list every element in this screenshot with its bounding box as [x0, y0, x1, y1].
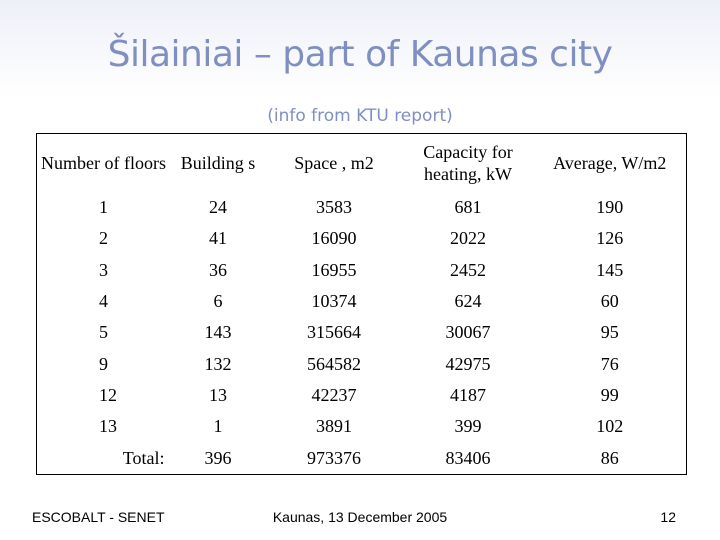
header-average: Average, W/m2: [553, 153, 667, 173]
cell-average: 126: [596, 228, 624, 249]
cell-floors: 12: [99, 385, 117, 406]
cell-capacity: 4187: [450, 385, 486, 406]
footer-project-name: ESCOBALT - SENET: [32, 509, 165, 525]
cell-space: 564582: [307, 353, 361, 374]
cell-capacity: 2022: [450, 228, 486, 249]
cell-capacity: 2452: [450, 259, 486, 280]
cell-capacity: 399: [454, 416, 482, 437]
cell-buildings: 24: [209, 197, 227, 218]
cell-average: 99: [600, 385, 619, 406]
table-row: 3 36 16955 2452 145: [37, 255, 687, 286]
table-row: 9 132 564582 42975 76: [37, 349, 687, 380]
cell-buildings: 6: [213, 291, 223, 312]
total-average: 86: [600, 447, 619, 468]
cell-floors: 3: [99, 259, 108, 280]
table-row: 2 41 16090 2022 126: [37, 223, 687, 254]
table-total-row: Total: 396 973376 83406 86: [37, 443, 687, 475]
cell-buildings: 1: [213, 416, 223, 437]
cell-buildings: 41: [209, 228, 227, 249]
cell-buildings: 132: [204, 353, 232, 374]
cell-floors: 1: [99, 197, 108, 218]
table-row: 4 6 10374 624 60: [37, 286, 687, 317]
cell-space: 315664: [307, 322, 361, 343]
cell-capacity: 624: [454, 291, 482, 312]
cell-average: 190: [596, 197, 624, 218]
cell-space: 16955: [311, 259, 357, 280]
total-capacity: 83406: [445, 447, 491, 468]
cell-space: 3891: [316, 416, 352, 437]
header-space: Space , m2: [294, 153, 374, 173]
table-row: 13 1 3891 399 102: [37, 411, 687, 442]
cell-floors: 5: [99, 322, 108, 343]
table-row: 12 13 42237 4187 99: [37, 380, 687, 411]
total-space: 973376: [307, 447, 361, 468]
header-buildings: Building s: [180, 153, 256, 173]
header-capacity: Capacity for heating, kW: [423, 142, 513, 184]
cell-buildings: 13: [209, 385, 227, 406]
table-row: 1 24 3583 681 190: [37, 192, 687, 223]
cell-average: 76: [600, 353, 619, 374]
cell-buildings: 36: [209, 259, 227, 280]
cell-capacity: 30067: [445, 322, 491, 343]
footer-page-number: 12: [660, 509, 676, 525]
cell-space: 42237: [311, 385, 357, 406]
cell-space: 3583: [316, 197, 352, 218]
cell-floors: 2: [99, 228, 108, 249]
cell-space: 10374: [311, 291, 357, 312]
cell-capacity: 42975: [445, 353, 491, 374]
cell-average: 60: [600, 291, 619, 312]
cell-capacity: 681: [454, 197, 482, 218]
cell-floors: 13: [99, 416, 117, 437]
slide-title: Šilainiai – part of Kaunas city: [107, 34, 613, 75]
buildings-table: Number of floors Building s Space , m2 C…: [36, 133, 687, 475]
cell-space: 16090: [311, 228, 357, 249]
cell-floors: 9: [99, 353, 108, 374]
cell-average: 102: [596, 416, 624, 437]
total-buildings: 396: [204, 447, 232, 468]
cell-floors: 4: [99, 291, 108, 312]
table-row: 5 143 315664 30067 95: [37, 317, 687, 348]
total-label: Total:: [122, 447, 165, 468]
cell-buildings: 143: [204, 322, 232, 343]
cell-average: 95: [600, 322, 619, 343]
footer-location-date: Kaunas, 13 December 2005: [272, 509, 448, 525]
slide-subtitle: (info from KTU report): [267, 106, 453, 126]
table-header-row: Number of floors Building s Space , m2 C…: [37, 134, 687, 193]
cell-average: 145: [596, 259, 624, 280]
header-number-of-floors: Number of floors: [41, 153, 166, 173]
